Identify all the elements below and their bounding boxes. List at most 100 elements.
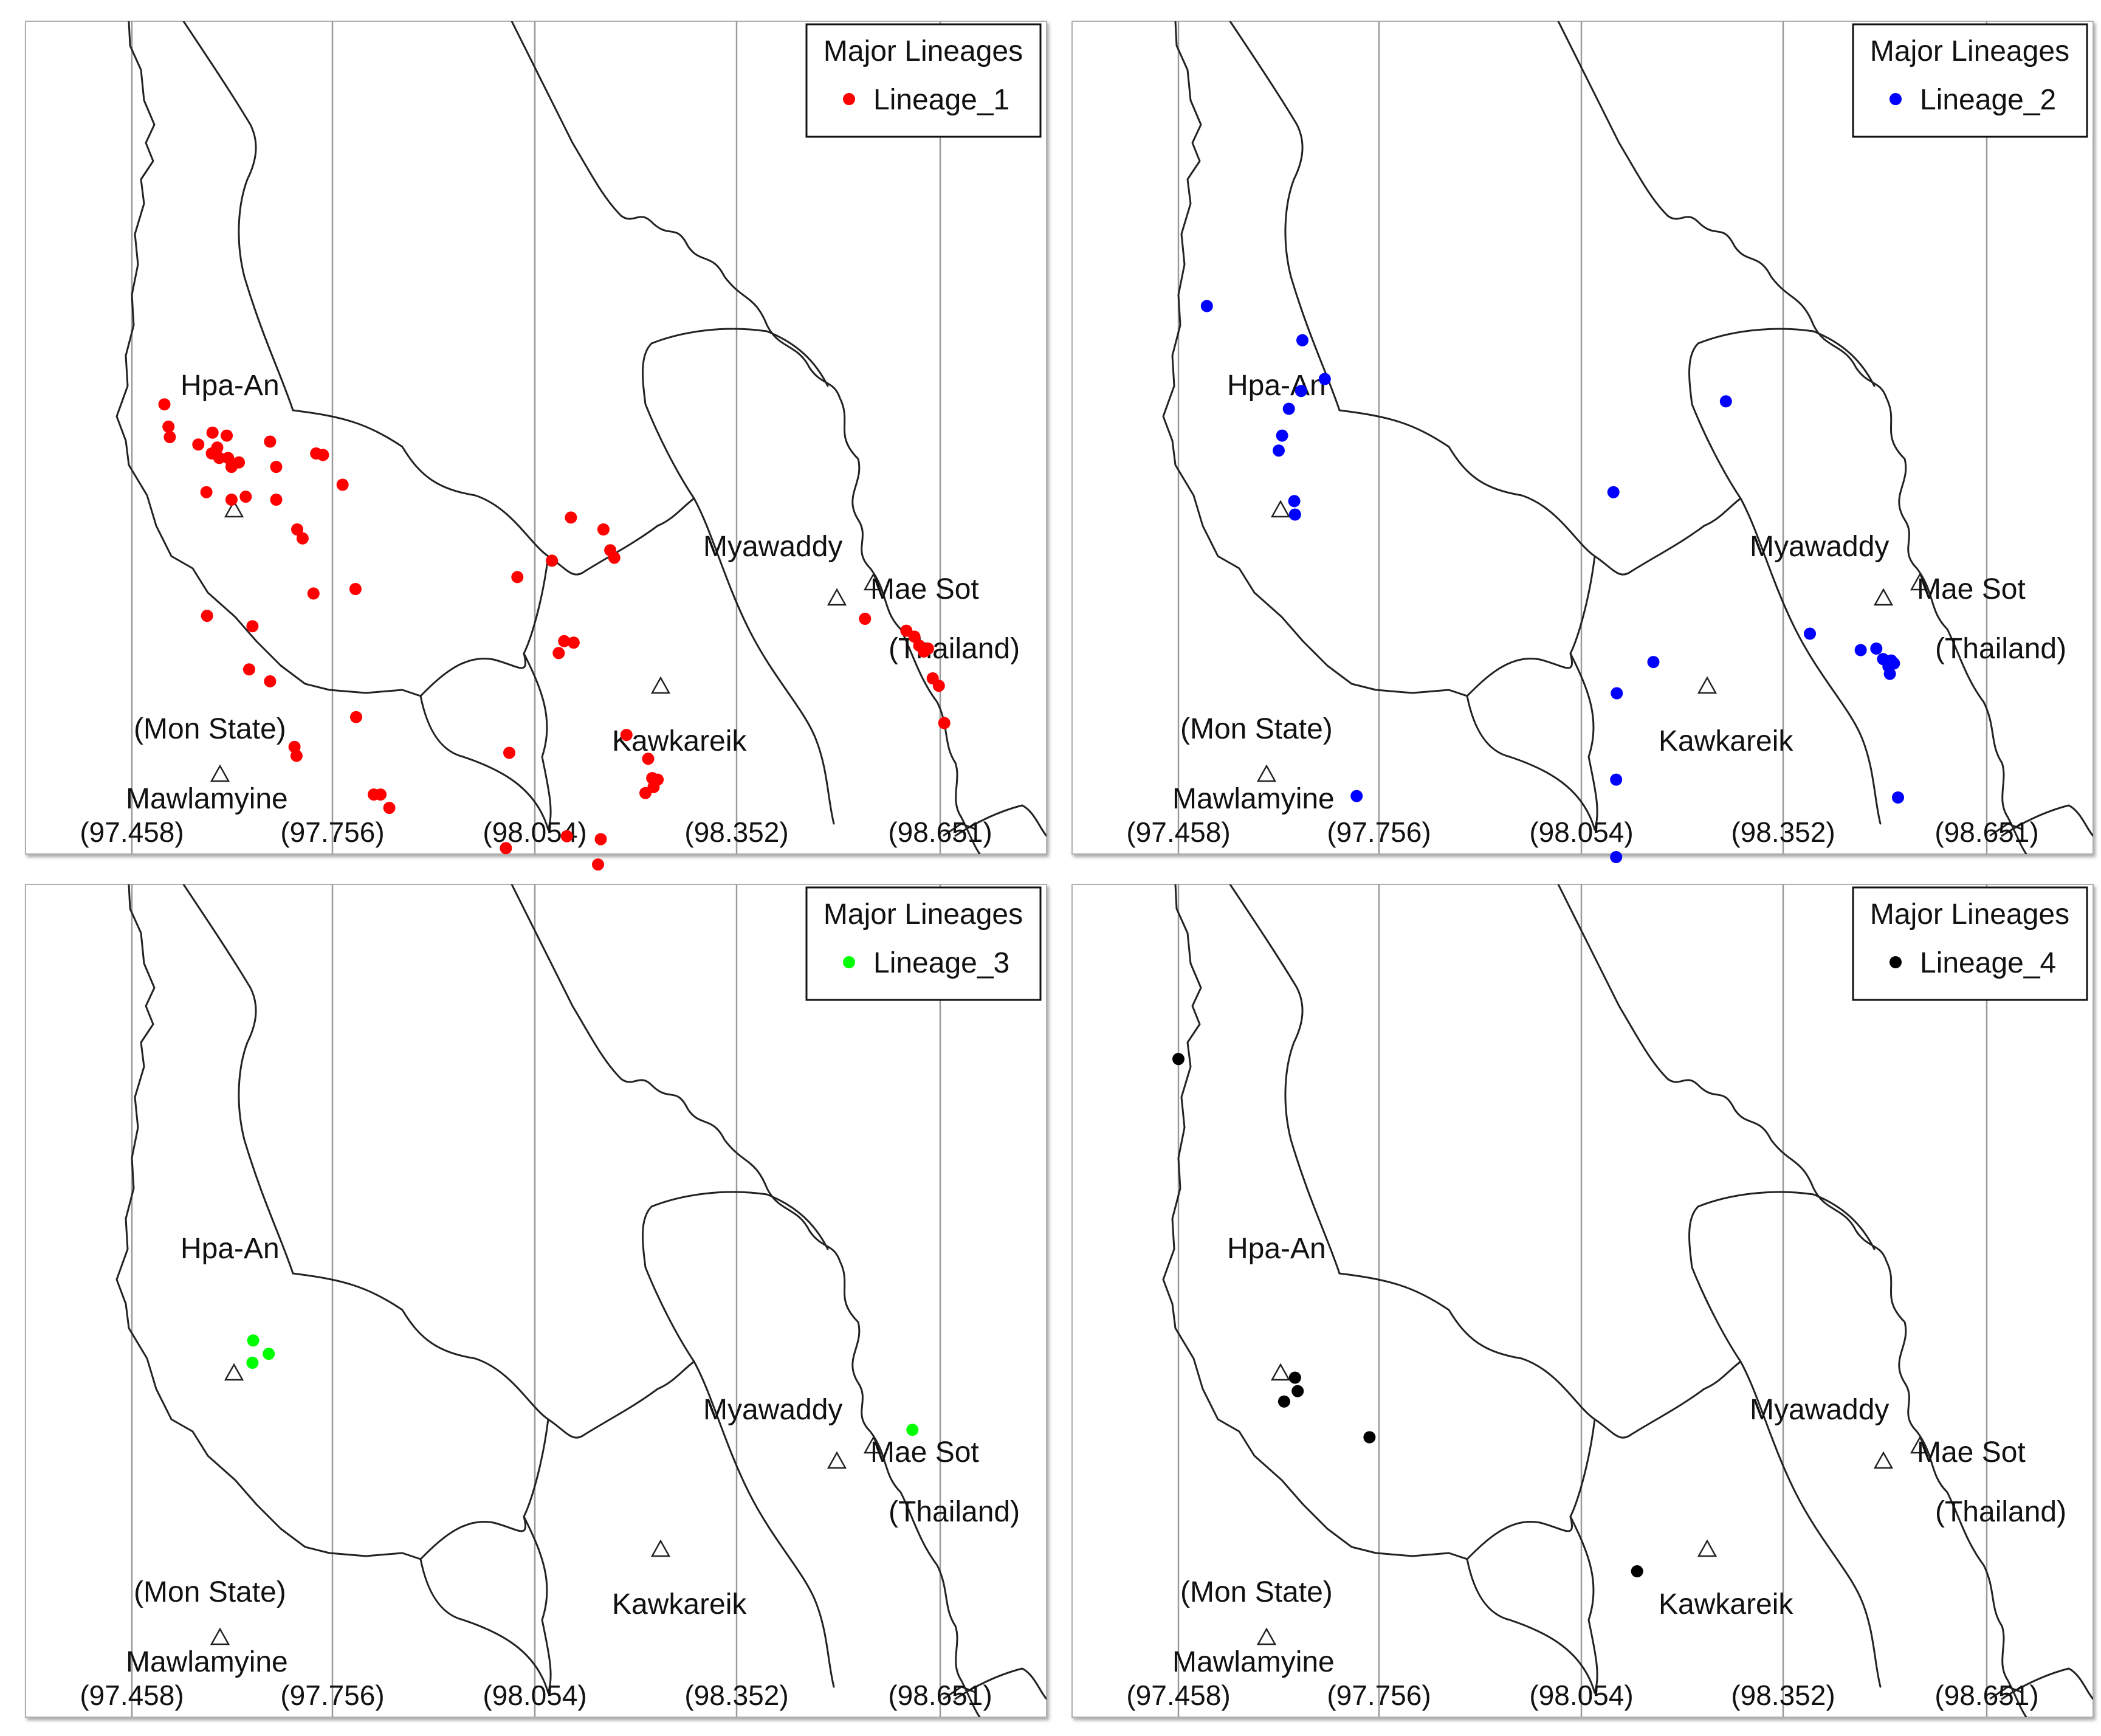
label-mae-sot: Mae Sot [1917,573,2026,605]
sample-point [592,858,604,871]
label-mae-sot: Mae Sot [870,1436,979,1469]
legend-title: Major Lineages [1870,898,2069,931]
legend-entry: Lineage_4 [1920,947,2056,979]
sample-point [1172,1053,1185,1066]
sample-point [221,429,233,442]
sample-point [608,551,621,564]
sample-point [1804,627,1816,640]
longitude-tick-label: (97.756) [280,1679,384,1711]
sample-point [192,438,205,451]
legend-title: Major Lineages [824,35,1023,67]
sample-point [247,1334,260,1347]
sample-point [317,449,329,461]
sample-point [908,630,921,643]
sample-point [246,620,259,633]
sample-point [938,717,951,729]
label-mawlamyine: Mawlamyine [1172,1646,1335,1678]
longitude-tick-label: (97.756) [280,816,384,848]
sample-point [1291,1385,1304,1397]
longitude-tick-label: (98.352) [684,816,788,848]
label-mawlamyine: Mawlamyine [1172,783,1335,815]
sample-point [307,587,320,600]
sample-point [270,461,283,474]
legend-swatch [1890,93,1902,105]
lineage-points [1172,1053,1643,1577]
sample-point [1296,334,1308,346]
legend-swatch [843,956,855,968]
label-mawlamyine: Mawlamyine [126,1646,288,1678]
map-panel-lineage-2: Hpa-An Myawaddy Mae Sot (Thailand) (Mon Stat… [1071,21,2094,863]
sample-point [206,426,219,439]
sample-point [500,842,512,855]
sample-point [383,802,396,815]
legend-title: Major Lineages [1870,35,2069,67]
longitude-tick-label: (98.054) [1529,1679,1633,1711]
sample-point [511,571,524,584]
sample-point [1276,429,1288,442]
sample-point [200,486,213,498]
label-myawaddy: Myawaddy [703,531,842,563]
longitude-tick-label: (98.651) [1934,1679,2038,1711]
sample-point [350,711,362,723]
sample-point [270,494,283,506]
sample-point [291,523,303,536]
longitude-tick-label: (98.352) [1731,1679,1835,1711]
sample-point [567,636,580,649]
longitude-tick-label: (98.651) [888,816,992,848]
label-kawkareik: Kawkareik [612,1588,747,1621]
sample-point [246,1357,259,1369]
sample-point [1719,395,1732,408]
sample-point [1318,373,1331,385]
sample-point [560,830,573,842]
legend-entry: Lineage_1 [873,84,1009,116]
longitude-tick-label: (98.054) [483,1679,586,1711]
sample-point [546,554,559,567]
sample-point [1611,687,1623,700]
sample-point [233,456,246,469]
sample-point [1295,385,1307,398]
label-hpa-an: Hpa-An [1227,370,1326,402]
longitude-tick-label: (98.651) [888,1679,992,1711]
sample-point [552,647,565,660]
sample-point [932,680,945,692]
longitude-tick-label: (97.756) [1327,816,1431,848]
sample-point [201,610,213,622]
sample-point [558,635,571,647]
sample-point [264,675,277,687]
sample-point [1288,1371,1301,1384]
legend: Major Lineages Lineage_2 [1852,23,2088,138]
sample-point [1288,508,1301,521]
sample-point [374,788,387,801]
sample-point [1610,773,1623,786]
label-mae-sot: Mae Sot [870,573,979,605]
sample-point [1631,1565,1643,1577]
sample-point [1607,486,1620,498]
sample-point [906,1424,919,1436]
sample-point [163,431,176,444]
sample-point [597,523,610,536]
sample-point [594,833,607,846]
label-thailand: (Thailand) [1935,1496,2066,1528]
legend-title: Major Lineages [824,898,1023,931]
legend: Major Lineages Lineage_3 [805,886,1042,1001]
sample-point [503,746,515,759]
sample-point [1282,402,1295,415]
sample-point [921,642,934,655]
label-mon-state: (Mon State) [1180,1576,1333,1608]
lineage-points [158,398,951,871]
sample-point [1288,495,1301,508]
sample-point [162,420,175,433]
sample-point [1277,1395,1290,1408]
label-thailand: (Thailand) [889,1496,1020,1528]
sample-point [639,787,652,799]
legend-box [1852,886,2088,1001]
lineage-points [1200,300,1904,863]
label-hpa-an: Hpa-An [1227,1233,1326,1265]
label-kawkareik: Kawkareik [612,725,747,757]
label-mon-state: (Mon State) [134,713,286,745]
sample-point [158,398,171,411]
sample-point [1888,657,1900,670]
longitude-tick-label: (98.352) [684,1679,788,1711]
longitude-tick-label: (97.458) [80,816,184,848]
